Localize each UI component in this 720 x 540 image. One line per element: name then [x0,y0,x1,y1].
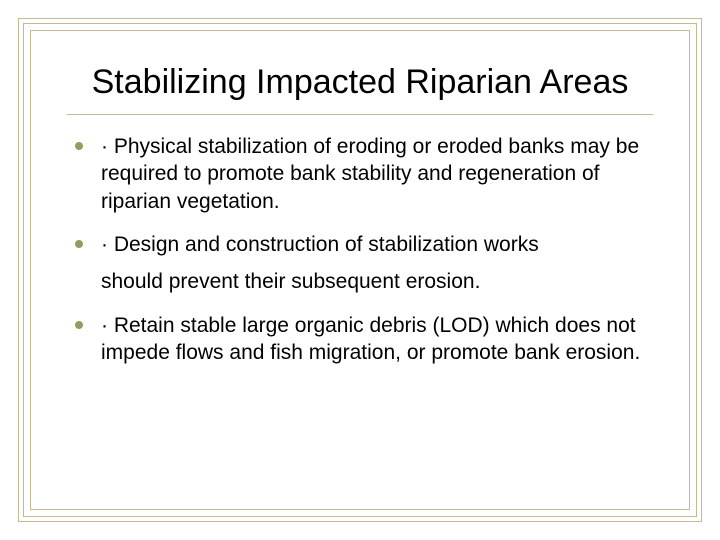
inner-border: Stabilizing Impacted Riparian Areas · Ph… [30,30,690,510]
slide-title: Stabilizing Impacted Riparian Areas [67,63,653,102]
slide: Stabilizing Impacted Riparian Areas · Ph… [0,0,720,540]
bullet-icon [75,321,83,329]
title-divider [67,114,653,115]
bullet-text: · Retain stable large organic debris (LO… [101,314,640,364]
bullet-list: · Physical stabilization of eroding or e… [67,133,653,366]
bullet-text: · Design and construction of stabilizati… [101,233,539,256]
outer-border: Stabilizing Impacted Riparian Areas · Ph… [18,18,702,522]
bullet-item: · Physical stabilization of eroding or e… [67,133,653,215]
bullet-text: · Physical stabilization of eroding or e… [101,135,639,213]
bullet-item: · Retain stable large organic debris (LO… [67,312,653,367]
bullet-item: · Design and construction of stabilizati… [67,231,653,296]
bullet-icon [75,142,83,150]
mid-border: Stabilizing Impacted Riparian Areas · Ph… [23,23,697,517]
bullet-icon [75,240,83,248]
bullet-subtext: should prevent their subsequent erosion. [101,268,653,295]
